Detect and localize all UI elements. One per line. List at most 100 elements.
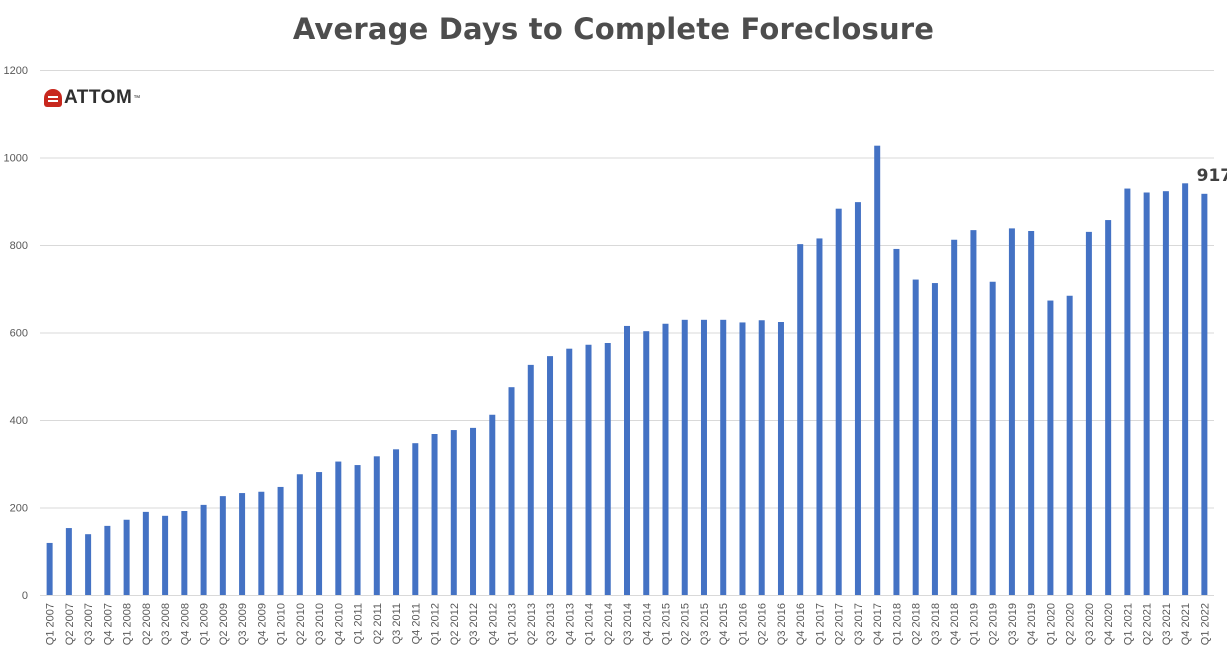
bar bbox=[643, 331, 650, 595]
y-tick-label: 1200 bbox=[4, 65, 28, 77]
x-tick-label: Q2 2021 bbox=[1142, 603, 1154, 645]
x-tick-label: Q4 2012 bbox=[487, 603, 499, 645]
x-tick-label: Q4 2008 bbox=[179, 603, 191, 645]
bar bbox=[123, 519, 130, 595]
y-tick-label: 400 bbox=[10, 415, 28, 427]
x-tick-label: Q2 2013 bbox=[526, 603, 538, 645]
x-tick-label: Q4 2020 bbox=[1103, 603, 1115, 645]
bar bbox=[450, 430, 457, 595]
bar bbox=[604, 343, 611, 595]
x-tick-label: Q2 2009 bbox=[218, 603, 230, 645]
y-tick-label: 0 bbox=[22, 590, 28, 602]
x-tick-label: Q1 2019 bbox=[968, 603, 980, 645]
bars bbox=[46, 145, 1208, 596]
x-tick-label: Q3 2021 bbox=[1161, 603, 1173, 645]
bar bbox=[277, 486, 284, 595]
x-tick-label: Q1 2016 bbox=[737, 603, 749, 645]
bar bbox=[777, 322, 784, 595]
bar bbox=[912, 279, 919, 595]
bar bbox=[181, 511, 188, 595]
bar bbox=[1124, 188, 1131, 595]
x-tick-label: Q1 2014 bbox=[584, 603, 596, 645]
bar bbox=[316, 472, 323, 595]
x-tick-label: Q1 2008 bbox=[122, 603, 134, 645]
y-tick-label: 200 bbox=[10, 503, 28, 515]
x-tick-label: Q1 2012 bbox=[430, 603, 442, 645]
y-tick-label: 1000 bbox=[4, 153, 28, 165]
x-tick-label: Q3 2010 bbox=[314, 603, 326, 645]
x-tick-label: Q2 2014 bbox=[603, 603, 615, 645]
x-tick-label: Q4 2011 bbox=[410, 603, 422, 644]
bar bbox=[1066, 295, 1073, 595]
bar bbox=[1162, 191, 1169, 595]
bar bbox=[835, 208, 842, 595]
x-tick-label: Q1 2013 bbox=[507, 603, 519, 645]
x-tick-label: Q1 2021 bbox=[1122, 603, 1134, 645]
bar bbox=[662, 323, 669, 595]
x-tick-label: Q4 2010 bbox=[333, 603, 345, 645]
bar bbox=[893, 248, 900, 595]
bar bbox=[758, 320, 765, 595]
attom-logo: ATTOM ™ bbox=[44, 87, 141, 108]
x-tick-label: Q4 2007 bbox=[102, 603, 114, 645]
x-tick-label: Q3 2019 bbox=[1007, 603, 1019, 645]
bar bbox=[797, 244, 804, 596]
bar bbox=[104, 525, 111, 596]
bar bbox=[489, 414, 496, 595]
x-tick-label: Q3 2008 bbox=[160, 603, 172, 645]
bar bbox=[1143, 192, 1150, 595]
bar bbox=[431, 434, 438, 595]
bar bbox=[720, 319, 727, 595]
bar bbox=[46, 542, 53, 595]
x-tick-label: Q3 2016 bbox=[776, 603, 788, 645]
bar bbox=[566, 348, 573, 595]
chart-title: Average Days to Complete Foreclosure bbox=[292, 12, 935, 46]
bar bbox=[989, 281, 996, 595]
bar bbox=[508, 387, 515, 595]
bar bbox=[142, 511, 149, 596]
bar bbox=[970, 230, 977, 596]
x-tick-label: Q4 2018 bbox=[949, 603, 961, 645]
x-tick-label: Q4 2014 bbox=[641, 603, 653, 645]
bar bbox=[681, 319, 688, 595]
bar bbox=[854, 202, 861, 596]
x-tick-label: Q1 2022 bbox=[1199, 603, 1211, 645]
bar bbox=[1085, 231, 1092, 596]
x-tick-label: Q4 2021 bbox=[1180, 603, 1192, 645]
trademark-symbol: ™ bbox=[133, 94, 141, 102]
x-tick-label: Q2 2015 bbox=[680, 603, 692, 645]
x-tick-label: Q4 2013 bbox=[564, 603, 576, 645]
x-tick-label: Q4 2016 bbox=[795, 603, 807, 645]
x-tick-label: Q3 2013 bbox=[545, 603, 557, 645]
data-labels: 917 bbox=[1197, 166, 1227, 186]
bar bbox=[373, 456, 380, 595]
bar bbox=[585, 344, 592, 595]
data-label: 917 bbox=[1197, 166, 1227, 186]
bar bbox=[1008, 228, 1015, 596]
bar bbox=[393, 449, 400, 595]
x-tick-label: Q1 2018 bbox=[891, 603, 903, 645]
x-tick-label: Q2 2012 bbox=[449, 603, 461, 645]
x-tick-label: Q3 2018 bbox=[930, 603, 942, 645]
x-tick-label: Q3 2009 bbox=[237, 603, 249, 645]
bar bbox=[624, 325, 630, 595]
x-tick-label: Q1 2009 bbox=[199, 603, 211, 645]
bar bbox=[296, 474, 303, 595]
bar bbox=[1047, 300, 1054, 595]
bar bbox=[335, 461, 342, 595]
bar bbox=[700, 319, 707, 595]
x-tick-label: Q1 2020 bbox=[1045, 603, 1057, 645]
x-tick-label: Q2 2008 bbox=[141, 603, 153, 645]
x-tick-label: Q2 2020 bbox=[1065, 603, 1077, 645]
bar bbox=[1201, 193, 1208, 595]
bar bbox=[547, 356, 554, 596]
x-tick-label: Q3 2014 bbox=[622, 603, 634, 645]
bar bbox=[739, 322, 746, 595]
x-tick-label: Q1 2017 bbox=[814, 603, 826, 645]
attom-logo-icon bbox=[44, 89, 62, 107]
x-tick-label: Q1 2007 bbox=[45, 603, 57, 645]
bar bbox=[874, 145, 881, 595]
x-tick-label: Q2 2011 bbox=[372, 603, 384, 644]
x-tick-label: Q4 2019 bbox=[1026, 603, 1038, 645]
